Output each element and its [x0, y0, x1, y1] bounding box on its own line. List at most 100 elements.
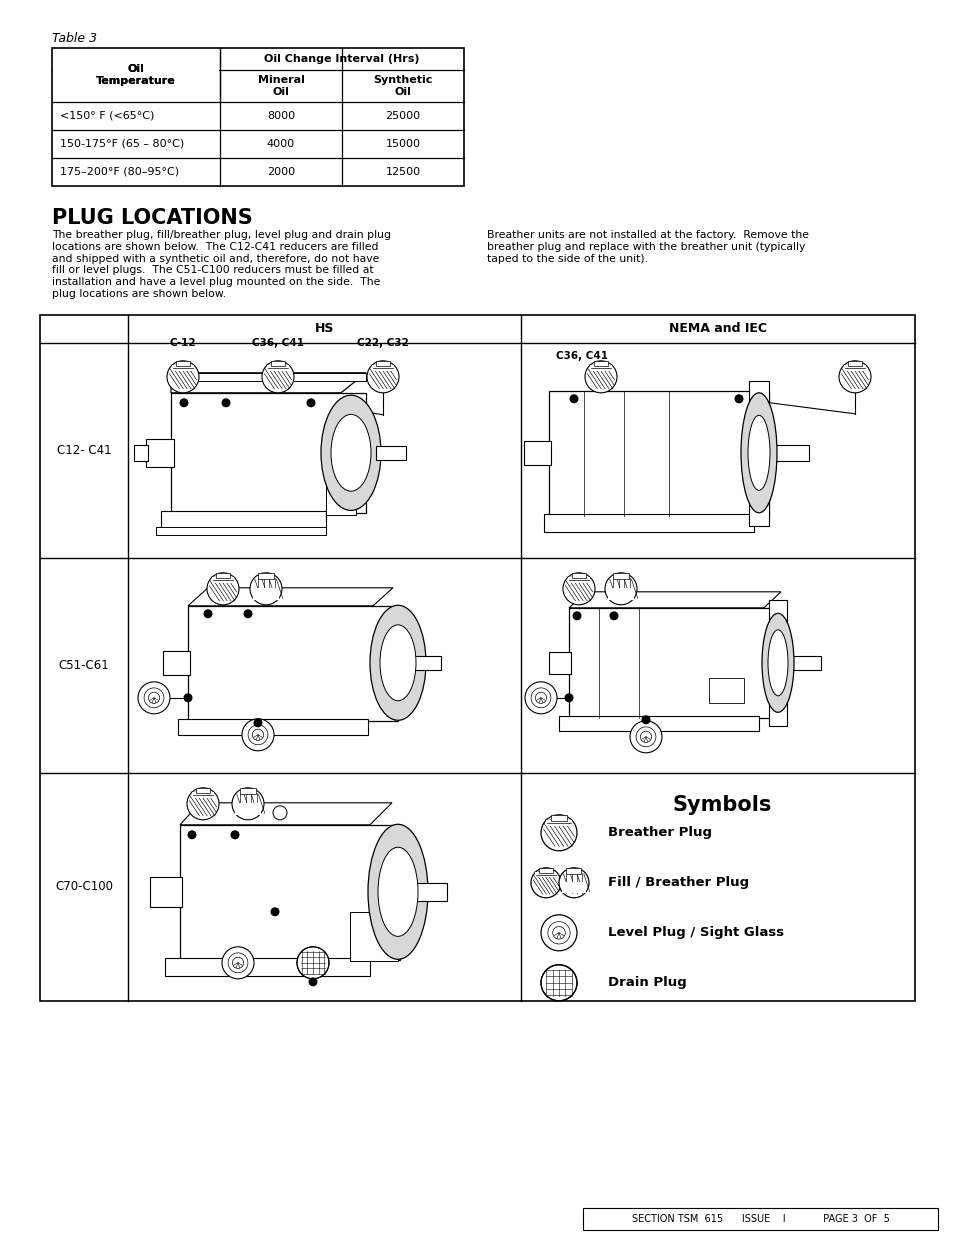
Circle shape: [222, 947, 253, 979]
Bar: [180, 825, 399, 960]
Bar: [608, 588, 633, 599]
Circle shape: [138, 682, 170, 714]
Text: Oil
Temperature: Oil Temperature: [96, 64, 175, 85]
Polygon shape: [568, 592, 781, 608]
Text: 12500: 12500: [385, 167, 420, 177]
Text: 175–200°F (80–95°C): 175–200°F (80–95°C): [60, 167, 179, 177]
Bar: [523, 441, 551, 464]
Circle shape: [250, 573, 282, 605]
Circle shape: [144, 688, 164, 708]
Text: 4000: 4000: [267, 140, 294, 149]
Circle shape: [167, 361, 199, 393]
Bar: [188, 606, 397, 721]
Bar: [150, 877, 182, 906]
Bar: [773, 445, 808, 461]
Ellipse shape: [761, 614, 793, 713]
Circle shape: [188, 830, 196, 840]
Circle shape: [535, 692, 546, 704]
Circle shape: [262, 361, 294, 393]
Text: fill or level plugs.  The C51-C100 reducers must be filled at: fill or level plugs. The C51-C100 reduce…: [52, 266, 374, 275]
Bar: [235, 803, 260, 815]
Bar: [593, 361, 608, 367]
Ellipse shape: [368, 824, 428, 960]
Circle shape: [231, 830, 239, 840]
Bar: [372, 366, 394, 370]
Ellipse shape: [767, 630, 787, 695]
Bar: [375, 361, 390, 367]
Text: The breather plug, fill/breather plug, level plug and drain plug: The breather plug, fill/breather plug, l…: [52, 230, 391, 240]
Bar: [571, 573, 585, 578]
Circle shape: [273, 805, 287, 820]
Text: C12- C41: C12- C41: [56, 443, 112, 457]
Bar: [589, 366, 612, 370]
Circle shape: [183, 693, 193, 703]
Bar: [215, 573, 230, 578]
Polygon shape: [188, 588, 393, 606]
Bar: [326, 473, 355, 515]
Bar: [161, 511, 326, 529]
Text: C36, C41: C36, C41: [556, 351, 607, 361]
Circle shape: [584, 361, 617, 393]
Ellipse shape: [377, 847, 417, 936]
Text: Symbols: Symbols: [672, 795, 771, 815]
Text: taped to the side of the unit).: taped to the side of the unit).: [486, 253, 647, 263]
Bar: [375, 446, 406, 459]
Bar: [768, 600, 786, 726]
Circle shape: [367, 361, 398, 393]
Bar: [548, 652, 571, 674]
Circle shape: [569, 394, 578, 404]
Text: C70-C100: C70-C100: [55, 881, 112, 893]
Circle shape: [547, 921, 570, 944]
Bar: [566, 868, 581, 873]
Bar: [558, 716, 759, 731]
Ellipse shape: [370, 605, 426, 720]
Circle shape: [838, 361, 870, 393]
Bar: [538, 868, 552, 873]
Circle shape: [629, 721, 661, 753]
Text: PLUG LOCATIONS: PLUG LOCATIONS: [52, 207, 253, 228]
Circle shape: [233, 957, 242, 966]
Bar: [156, 527, 326, 535]
Circle shape: [221, 399, 231, 408]
Bar: [163, 651, 190, 674]
Bar: [561, 882, 585, 893]
Text: C36, C41: C36, C41: [252, 338, 304, 348]
Text: Level Plug / Sight Glass: Level Plug / Sight Glass: [607, 926, 783, 940]
Circle shape: [562, 573, 595, 605]
Bar: [146, 438, 173, 467]
Bar: [253, 588, 278, 599]
Text: locations are shown below.  The C12-C41 reducers are filled: locations are shown below. The C12-C41 r…: [52, 242, 378, 252]
Bar: [613, 573, 628, 579]
Circle shape: [604, 573, 637, 605]
Polygon shape: [171, 373, 366, 380]
Bar: [195, 788, 210, 793]
Circle shape: [734, 394, 742, 404]
Text: Drain Plug: Drain Plug: [607, 977, 686, 989]
Circle shape: [531, 868, 560, 898]
Bar: [267, 366, 289, 370]
Bar: [271, 361, 285, 367]
Circle shape: [207, 573, 239, 605]
Circle shape: [640, 715, 650, 724]
Circle shape: [540, 965, 577, 1000]
Bar: [53, 49, 219, 101]
Text: C51-C61: C51-C61: [58, 658, 110, 672]
Text: Breather units are not installed at the factory.  Remove the: Breather units are not installed at the …: [486, 230, 808, 240]
Ellipse shape: [740, 393, 776, 513]
Circle shape: [228, 953, 248, 973]
Bar: [535, 872, 556, 877]
Circle shape: [233, 957, 243, 968]
Bar: [133, 445, 148, 461]
Ellipse shape: [320, 395, 380, 510]
Bar: [548, 390, 768, 516]
Ellipse shape: [331, 415, 371, 492]
Circle shape: [540, 815, 577, 851]
Ellipse shape: [747, 415, 769, 490]
Text: <150° F (<65°C): <150° F (<65°C): [60, 111, 154, 121]
Text: breather plug and replace with the breather unit (typically: breather plug and replace with the breat…: [486, 242, 804, 252]
Circle shape: [558, 868, 588, 898]
Circle shape: [639, 731, 651, 742]
Bar: [172, 366, 194, 370]
Bar: [52, 48, 463, 186]
Ellipse shape: [379, 625, 416, 700]
